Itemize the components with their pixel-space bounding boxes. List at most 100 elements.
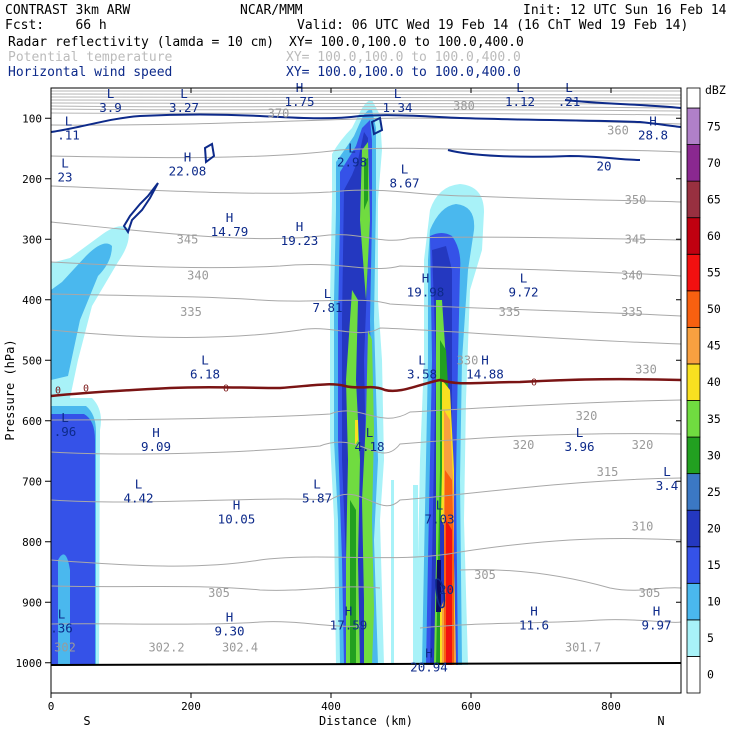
extremum-value-0: 3.9 bbox=[99, 100, 122, 115]
freezing-level-line bbox=[51, 377, 681, 398]
extremum-type-32: H bbox=[530, 603, 538, 618]
refl-cell-right-50 bbox=[446, 520, 452, 665]
theta-label-5: 305 bbox=[474, 568, 496, 582]
refl-cell-center-lower-25b bbox=[362, 330, 374, 665]
extremum-type-1: L bbox=[180, 86, 188, 101]
extremum-value-7: 28.8 bbox=[638, 127, 668, 142]
field-2-name: Potential temperature bbox=[8, 50, 173, 65]
theta-label-11: 320 bbox=[632, 438, 654, 452]
theta-label-24: 380 bbox=[453, 99, 475, 113]
extremum-type-26: L bbox=[313, 476, 321, 491]
y-tick-label-700: 700 bbox=[22, 475, 42, 488]
extremum-value-26: 5.87 bbox=[302, 490, 332, 505]
theta-contour-345 bbox=[51, 221, 681, 241]
extremum-value-10: 22.08 bbox=[169, 164, 207, 179]
freezing-label-0: 0 bbox=[55, 385, 61, 396]
colorbar-label-0: 0 bbox=[707, 668, 714, 682]
theta-contour-302b bbox=[419, 619, 681, 629]
wind-contour-blob-c bbox=[370, 116, 384, 136]
y-tick-label-900: 900 bbox=[22, 596, 42, 609]
theta-label-16: 335 bbox=[621, 305, 643, 319]
upper-theta-band bbox=[51, 90, 681, 116]
extremum-value-13: 19.23 bbox=[281, 233, 319, 248]
wind-contour-upper bbox=[51, 113, 681, 133]
extremum-type-10: H bbox=[184, 150, 192, 165]
extremum-value-33: 9.97 bbox=[641, 617, 671, 632]
extremum-value-20: .96 bbox=[54, 424, 77, 439]
colorbar-label-30: 30 bbox=[707, 448, 721, 462]
theta-contour-320b bbox=[51, 399, 681, 421]
extremum-type-24: L bbox=[663, 464, 671, 479]
extremum-value-11: 8.67 bbox=[389, 176, 419, 191]
theta-contour-320a bbox=[51, 433, 681, 455]
theta-label-7: 310 bbox=[632, 520, 654, 534]
colorbar-label-5: 5 bbox=[707, 631, 714, 645]
colorbar-label-60: 60 bbox=[707, 229, 721, 243]
extremum-value-23: 3.96 bbox=[564, 439, 594, 454]
field-1-xy: XY= 100.0,100.0 to 100.0,400.0 bbox=[289, 35, 524, 50]
x-axis-label: Distance (km) bbox=[319, 714, 413, 728]
extremum-type-20: L bbox=[61, 410, 69, 425]
extremum-value-17: 6.18 bbox=[190, 366, 220, 381]
refl-thin-cell-b bbox=[413, 485, 418, 665]
theta-label-2: 302.4 bbox=[222, 641, 258, 655]
extremum-type-30: H bbox=[226, 609, 234, 624]
reflectivity-shading bbox=[51, 100, 484, 665]
wind-contours bbox=[51, 99, 681, 609]
y-tick-label-100: 100 bbox=[22, 112, 42, 125]
colorbar-swatch-25 bbox=[686, 473, 701, 511]
extremum-type-23: L bbox=[576, 425, 584, 440]
colorbar-label-25: 25 bbox=[707, 485, 721, 499]
x-tick-label-400: 400 bbox=[321, 700, 341, 713]
extremum-value-3: 1.34 bbox=[382, 100, 412, 115]
x-axis-left-end: S bbox=[83, 714, 90, 728]
freezing-level-labels: 0 0 0 0 bbox=[55, 377, 537, 396]
wind-contour-20 bbox=[447, 149, 641, 161]
extremum-value-4: .11 bbox=[57, 127, 80, 142]
colorbar-swatch-65 bbox=[686, 180, 701, 219]
extremum-value-31: 17.59 bbox=[330, 617, 368, 632]
extremum-value-8: 2.98 bbox=[337, 155, 367, 170]
colorbar-swatch-5 bbox=[686, 619, 701, 657]
upper-theta-line-b bbox=[51, 93, 681, 96]
extremum-type-8: L bbox=[348, 141, 356, 156]
colorbar-label-20: 20 bbox=[707, 521, 721, 535]
colorbar-swatch-0 bbox=[686, 656, 701, 694]
theta-label-19: 345 bbox=[177, 232, 199, 246]
extremum-value-12: 14.79 bbox=[211, 224, 249, 239]
theta-label-9: 320 bbox=[513, 438, 535, 452]
y-tick-label-800: 800 bbox=[22, 536, 42, 549]
colorbar-swatch-60 bbox=[686, 217, 701, 255]
extremum-value-16: 7.81 bbox=[312, 300, 342, 315]
extremum-value-9: 23 bbox=[57, 170, 72, 185]
colorbar: dBZ 0 5 10 15 20 25 30 35 40 45 50 55 60 65 70 75 bbox=[686, 83, 726, 694]
theta-contour-335 bbox=[51, 293, 681, 317]
upper-theta-line-f bbox=[51, 105, 681, 109]
extremum-value-15: 9.72 bbox=[508, 285, 538, 300]
theta-contour-305a bbox=[51, 585, 381, 591]
extrema-labels: L3.9L3.27H1.75L1.34L.11L1.12L.21H28.8L2.… bbox=[50, 80, 678, 675]
theta-label-4: 305 bbox=[208, 586, 230, 600]
extremum-type-0: L bbox=[107, 86, 115, 101]
theta-label-12: 330 bbox=[457, 353, 479, 367]
extremum-type-3: L bbox=[394, 86, 402, 101]
colorbar-title: dBZ bbox=[705, 83, 726, 97]
freezing-label-3: 0 bbox=[531, 377, 537, 388]
y-tick-label-600: 600 bbox=[22, 415, 42, 428]
extremum-value-2: 1.75 bbox=[284, 94, 314, 109]
refl-cell-left-upper-10 bbox=[51, 243, 112, 380]
extremum-value-27: 10.05 bbox=[218, 512, 256, 527]
colorbar-swatch-30 bbox=[686, 436, 701, 475]
wind-label-0: 20 bbox=[596, 159, 611, 174]
wind-contour-blob-b bbox=[203, 142, 216, 164]
freezing-label-2: 0 bbox=[223, 383, 229, 394]
extremum-type-33: H bbox=[653, 603, 661, 618]
colorbar-label-65: 65 bbox=[707, 192, 721, 206]
model-title: CONTRAST 3km ARW bbox=[5, 3, 130, 18]
upper-theta-line-g bbox=[51, 108, 681, 112]
field-1-name: Radar reflectivity (lamda = 10 cm) bbox=[8, 35, 274, 50]
y-tick-label-1000: 1000 bbox=[16, 657, 43, 670]
theta-label-10: 320 bbox=[576, 409, 598, 423]
colorbar-label-55: 55 bbox=[707, 266, 721, 280]
